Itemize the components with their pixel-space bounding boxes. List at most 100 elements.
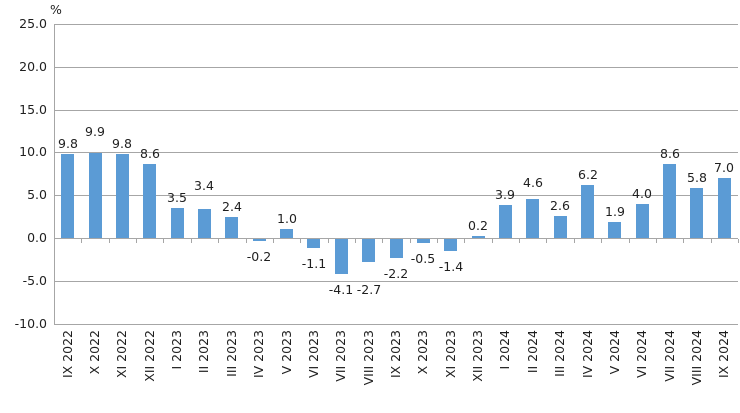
bar: [472, 236, 485, 238]
x-axis-tick: [519, 239, 520, 243]
x-axis-tick: [382, 239, 383, 243]
x-axis-category-label-text: IX 2023: [388, 330, 403, 379]
bar-value-label: -4.1: [328, 282, 354, 297]
x-axis-category-label: III 2024: [549, 330, 571, 410]
bar: [718, 178, 731, 238]
bar: [390, 239, 403, 258]
x-axis-category-label-text: IV 2024: [580, 330, 595, 379]
x-axis-category-label: VIII 2024: [686, 330, 708, 410]
x-axis-line: [54, 238, 738, 239]
bar-value-label: 7.0: [714, 160, 734, 175]
y-axis-tick-label: 5.0: [27, 187, 47, 202]
x-axis-category-label-text: I 2024: [497, 330, 512, 370]
y-axis-tick-label: -5.0: [22, 273, 47, 288]
x-axis-category-label-text: IV 2023: [251, 330, 266, 379]
bar: [116, 154, 129, 238]
y-axis-tick-label: 10.0: [19, 144, 47, 159]
bar-value-label: 0.2: [468, 218, 488, 233]
bar: [690, 188, 703, 238]
bar: [526, 199, 539, 238]
x-axis-category-label: IX 2023: [385, 330, 407, 410]
y-axis-tick-label: 25.0: [19, 16, 47, 31]
bar-value-label: 4.6: [523, 175, 543, 190]
bar-value-label: 9.8: [112, 136, 132, 151]
bar: [581, 185, 594, 238]
bar-value-label: 4.0: [632, 186, 652, 201]
bar: [335, 239, 348, 274]
y-axis-line: [54, 24, 55, 324]
bar-value-label: 6.2: [578, 167, 598, 182]
gridline: [54, 24, 738, 25]
x-axis-category-label: VIII 2023: [358, 330, 380, 410]
x-axis-category-label: X 2022: [84, 330, 106, 410]
x-axis-category-label-text: VII 2024: [662, 330, 677, 382]
x-axis-tick: [328, 239, 329, 243]
x-axis-category-label-text: X 2023: [415, 330, 430, 375]
bar: [499, 205, 512, 238]
y-axis-tick-label: -10.0: [14, 316, 47, 331]
bar-value-label: 3.5: [167, 190, 187, 205]
x-axis-category-label-text: XI 2023: [443, 330, 458, 379]
gridline: [54, 324, 738, 325]
x-axis-tick: [136, 239, 137, 243]
x-axis-category-label-text: XI 2022: [114, 330, 129, 379]
y-axis-unit-label: %: [50, 2, 62, 17]
bar: [554, 216, 567, 238]
bar-value-label: -2.7: [356, 282, 382, 297]
gridline: [54, 110, 738, 111]
bar-value-label: 3.4: [194, 178, 214, 193]
x-axis-tick: [574, 239, 575, 243]
x-axis-tick: [191, 239, 192, 243]
bar: [143, 164, 156, 238]
x-axis-tick: [683, 239, 684, 243]
x-axis-tick: [601, 239, 602, 243]
bar: [663, 164, 676, 238]
x-axis-category-label: VI 2023: [303, 330, 325, 410]
x-axis-tick: [656, 239, 657, 243]
y-axis-tick-label: 0.0: [27, 230, 47, 245]
bar-value-label: -2.2: [383, 266, 409, 281]
x-axis-category-label-text: X 2022: [87, 330, 102, 375]
bar: [362, 239, 375, 262]
x-axis-tick: [300, 239, 301, 243]
x-axis-category-label-text: VI 2024: [634, 330, 649, 379]
bar-value-label: -1.4: [438, 259, 464, 274]
bar-value-label: 9.9: [85, 124, 105, 139]
x-axis-tick: [246, 239, 247, 243]
x-axis-tick: [492, 239, 493, 243]
x-axis-category-label-text: IX 2024: [716, 330, 731, 379]
bar-value-label: -0.5: [410, 251, 436, 266]
x-axis-category-label: VI 2024: [631, 330, 653, 410]
x-axis-tick: [273, 239, 274, 243]
x-axis-category-label-text: III 2024: [552, 330, 567, 377]
bar-value-label: 3.9: [495, 187, 515, 202]
x-axis-category-label: V 2023: [276, 330, 298, 410]
x-axis-category-label: XII 2022: [139, 330, 161, 410]
bar-value-label: 1.0: [277, 211, 297, 226]
x-axis-category-label-text: V 2023: [279, 330, 294, 375]
bar: [89, 153, 102, 238]
bar: [171, 208, 184, 238]
y-axis-tick-label: 20.0: [19, 59, 47, 74]
x-axis-tick: [464, 239, 465, 243]
x-axis-category-label: IX 2022: [57, 330, 79, 410]
bar-value-label: 2.6: [550, 198, 570, 213]
bar-value-label: 8.6: [660, 146, 680, 161]
x-axis-tick: [355, 239, 356, 243]
x-axis-tick: [81, 239, 82, 243]
bar: [444, 239, 457, 251]
x-axis-category-label: IV 2024: [577, 330, 599, 410]
x-axis-tick: [218, 239, 219, 243]
x-axis-tick: [711, 239, 712, 243]
y-axis-tick-label: 15.0: [19, 102, 47, 117]
bar: [417, 239, 430, 243]
bar: [280, 229, 293, 238]
x-axis-tick: [410, 239, 411, 243]
bar: [225, 217, 238, 238]
x-axis-category-label: III 2023: [221, 330, 243, 410]
bar-value-label: 9.8: [58, 136, 78, 151]
x-axis-category-label-text: VI 2023: [306, 330, 321, 379]
x-axis-category-label-text: III 2023: [224, 330, 239, 377]
x-axis-category-label-text: IX 2022: [60, 330, 75, 379]
